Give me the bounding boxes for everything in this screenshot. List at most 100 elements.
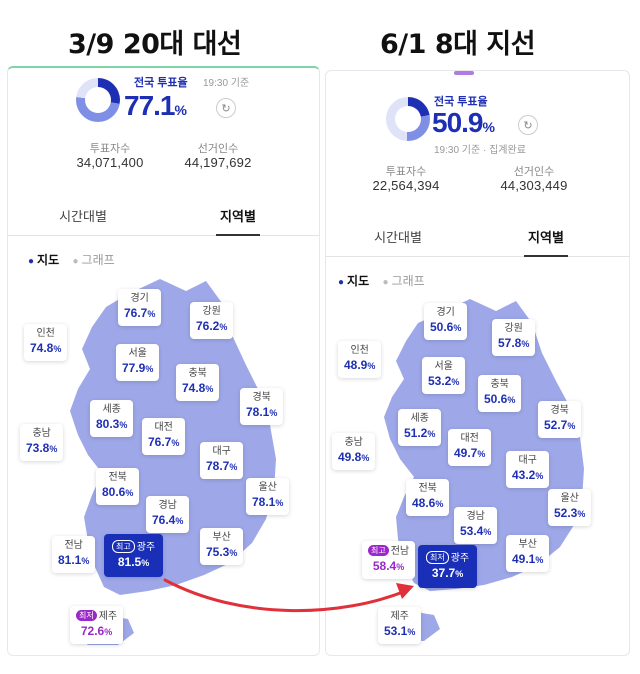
percent-unit: % <box>567 421 576 431</box>
region-card-sejong[interactable]: 세종 51.2% <box>398 409 442 446</box>
percent-unit: % <box>407 627 416 637</box>
view-graph-option[interactable]: ● 그래프 <box>382 274 424 288</box>
region-card-gyeongnam[interactable]: 경남 76.4% <box>146 496 190 533</box>
region-number: 80.6 <box>102 485 126 499</box>
region-name: 강원 <box>202 306 221 317</box>
region-card-chungnam[interactable]: 충남 49.8% <box>332 433 376 470</box>
view-toggle: ● 지도 ● 그래프 <box>28 251 115 268</box>
percent-unit: % <box>427 429 436 439</box>
region-card-chungnam[interactable]: 충남 73.8% <box>20 424 64 461</box>
region-number: 37.7 <box>431 566 456 580</box>
region-card-jeonbuk[interactable]: 전북 48.6% <box>406 479 450 516</box>
region-number: 77.9 <box>122 361 146 375</box>
tab-by-time[interactable]: 시간대별 <box>374 230 422 245</box>
percent-unit: % <box>507 395 516 405</box>
region-card-daejeon[interactable]: 대전 76.7% <box>142 418 186 455</box>
tab-by-region[interactable]: 지역별 <box>220 209 256 224</box>
region-value: 75.3% <box>206 544 237 561</box>
region-name: 충남 <box>344 437 363 448</box>
region-card-incheon[interactable]: 인천 74.8% <box>24 324 68 361</box>
percent-unit: % <box>205 384 214 394</box>
view-map-option[interactable]: ● 지도 <box>338 274 369 288</box>
region-number: 49.8 <box>338 450 362 464</box>
percent-unit: % <box>49 444 58 454</box>
region-card-seoul[interactable]: 서울 53.2% <box>422 357 466 394</box>
percent-unit: % <box>451 377 460 387</box>
percent-unit: % <box>396 562 405 572</box>
electors-value: 44,197,692 <box>184 155 252 170</box>
region-value: 50.6% <box>430 319 461 336</box>
region-number: 81.1 <box>58 553 82 567</box>
region-card-gwangju-highest[interactable]: 최고 광주 81.5% <box>104 534 164 577</box>
percent-unit: % <box>269 408 278 418</box>
region-card-daegu[interactable]: 대구 43.2% <box>506 451 550 488</box>
region-card-jeju[interactable]: 제주 53.1% <box>378 607 422 644</box>
region-card-daegu[interactable]: 대구 78.7% <box>200 442 244 479</box>
region-card-busan[interactable]: 부산 49.1% <box>506 535 550 572</box>
region-value: 81.5% <box>112 554 155 571</box>
region-number: 78.1 <box>252 495 276 509</box>
refresh-icon[interactable]: ↻ <box>518 115 538 135</box>
region-value: 78.7% <box>206 458 237 475</box>
percent-unit: % <box>141 558 150 568</box>
region-card-gyeongbuk[interactable]: 경북 78.1% <box>240 388 284 425</box>
region-value: 37.7% <box>426 565 469 582</box>
region-value: 76.4% <box>152 512 183 529</box>
highest-tag: 최고 <box>368 545 389 556</box>
region-card-incheon[interactable]: 인천 48.9% <box>338 341 382 378</box>
region-name: 대구 <box>212 446 231 457</box>
region-number: 48.9 <box>344 358 368 372</box>
view-graph-label: 그래프 <box>81 253 115 267</box>
voters-value: 22,564,394 <box>372 178 440 193</box>
region-value: 52.3% <box>554 505 585 522</box>
voters-value: 34,071,400 <box>76 155 144 170</box>
percent-unit: % <box>577 509 586 519</box>
region-name: 울산 <box>560 493 579 504</box>
region-card-busan[interactable]: 부산 75.3% <box>200 528 244 565</box>
view-map-option[interactable]: ● 지도 <box>28 253 59 267</box>
region-card-gyeonggi[interactable]: 경기 76.7% <box>118 289 162 326</box>
region-number: 81.5 <box>117 555 142 569</box>
tab-by-time[interactable]: 시간대별 <box>59 209 107 224</box>
region-card-sejong[interactable]: 세종 80.3% <box>90 400 134 437</box>
region-card-gwangju-lowest[interactable]: 최저 광주 37.7% <box>418 545 478 588</box>
region-card-jeonnam[interactable]: 전남 81.1% <box>52 536 96 573</box>
view-graph-option[interactable]: ● 그래프 <box>72 253 114 267</box>
region-number: 53.2 <box>428 374 452 388</box>
region-number: 48.6 <box>412 496 436 510</box>
region-card-daejeon[interactable]: 대전 49.7% <box>448 429 492 466</box>
region-card-gyeonggi[interactable]: 경기 50.6% <box>424 303 468 340</box>
region-card-ulsan[interactable]: 울산 52.3% <box>548 489 592 526</box>
region-card-gyeongnam[interactable]: 경남 53.4% <box>454 507 498 544</box>
region-name: 경북 <box>252 392 271 403</box>
region-name: 세종 <box>102 404 121 415</box>
percent-unit: % <box>53 344 62 354</box>
turnout-label: 전국 투표율 <box>434 96 488 108</box>
tab-by-region[interactable]: 지역별 <box>528 230 564 245</box>
turnout-value: 77.1% <box>124 90 187 122</box>
region-card-chungbuk[interactable]: 충북 74.8% <box>176 364 220 401</box>
region-card-jeonbuk[interactable]: 전북 80.6% <box>96 468 140 505</box>
region-number: 73.8 <box>26 441 50 455</box>
region-card-gangwon[interactable]: 강원 57.8% <box>492 319 536 356</box>
region-card-jeonnam-highest[interactable]: 최고 전남 58.4% <box>362 541 416 579</box>
refresh-icon[interactable]: ↻ <box>216 98 236 118</box>
region-name: 제주 <box>390 611 409 622</box>
region-card-jeju-lowest[interactable]: 최저 제주 72.6% <box>70 606 124 644</box>
region-number: 52.3 <box>554 506 578 520</box>
voters-label: 투표자수 <box>385 166 427 178</box>
region-name: 최저 제주 <box>76 610 117 623</box>
region-card-ulsan[interactable]: 울산 78.1% <box>246 478 290 515</box>
region-value: 74.8% <box>182 380 213 397</box>
region-card-chungbuk[interactable]: 충북 50.6% <box>478 375 522 412</box>
region-number: 76.7 <box>124 306 148 320</box>
region-name: 경남 <box>466 511 485 522</box>
region-card-seoul[interactable]: 서울 77.9% <box>116 344 160 381</box>
region-value: 81.1% <box>58 552 89 569</box>
region-value: 43.2% <box>512 467 543 484</box>
region-number: 76.7 <box>148 435 172 449</box>
region-card-gangwon[interactable]: 강원 76.2% <box>190 302 234 339</box>
region-value: 48.9% <box>344 357 375 374</box>
tab-bar: 시간대별 지역별 <box>8 196 319 236</box>
region-card-gyeongbuk[interactable]: 경북 52.7% <box>538 401 582 438</box>
